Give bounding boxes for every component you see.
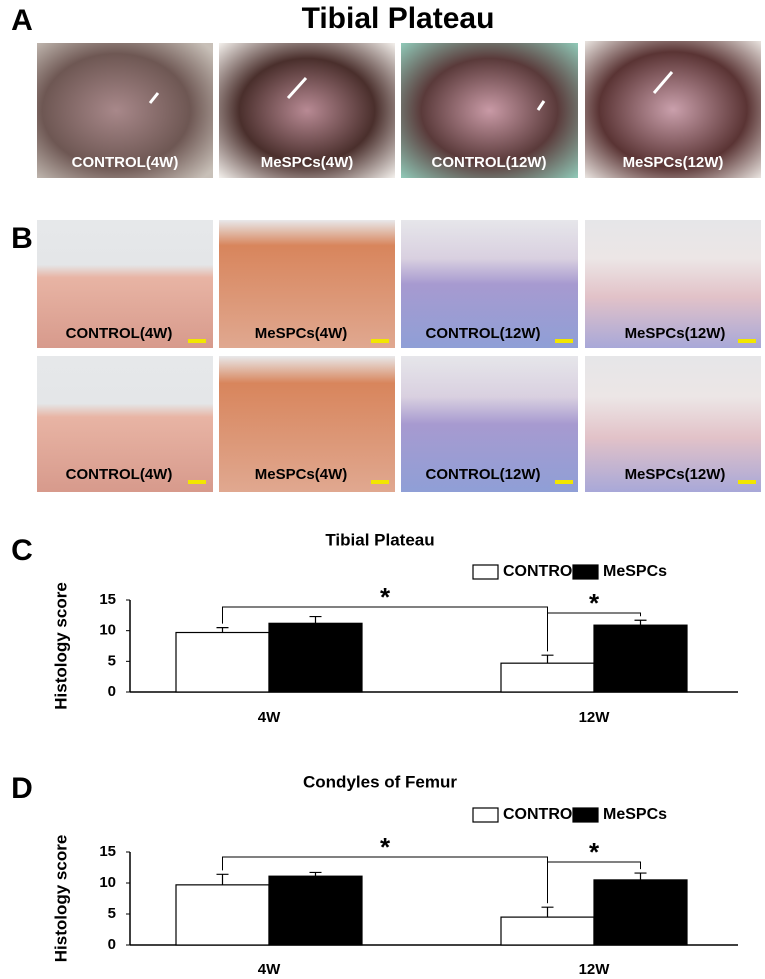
significance-bracket — [547, 861, 641, 904]
photo-label: MeSPCs(12W) — [625, 466, 726, 483]
y-tick-label: 5 — [108, 652, 116, 669]
error-bar — [634, 619, 647, 626]
y-tick-label: 15 — [99, 591, 116, 608]
photo-label: MeSPCs(12W) — [623, 154, 724, 171]
arrows — [148, 71, 674, 111]
bar — [175, 631, 270, 693]
significance-bracket — [547, 612, 641, 652]
x-tick-label: 12W — [579, 961, 611, 978]
error-bar — [309, 871, 322, 877]
x-tick-label: 4W — [258, 709, 281, 726]
photo-label: CONTROL(12W) — [426, 466, 541, 483]
photo-row — [37, 41, 761, 178]
photo-label: MeSPCs(4W) — [255, 325, 348, 342]
bar — [268, 875, 363, 946]
bar — [500, 916, 595, 946]
y-tick-label: 0 — [108, 683, 116, 700]
x-tick-label: 12W — [579, 709, 611, 726]
photo-label: CONTROL(4W) — [66, 466, 173, 483]
photo-label: MeSPCs(4W) — [255, 466, 348, 483]
panel-letter: A — [11, 4, 33, 37]
photo-label: CONTROL(4W) — [66, 325, 173, 342]
y-tick-label: 10 — [99, 874, 116, 891]
annotation: * — [380, 582, 391, 612]
photo-label: MeSPCs(4W) — [261, 154, 354, 171]
panel-letter: B — [11, 222, 33, 255]
chart-title: Tibial Plateau — [325, 530, 434, 549]
bar — [593, 879, 688, 946]
panel-letter: C — [11, 534, 33, 567]
y-tick-label: 10 — [99, 622, 116, 639]
photo-label: MeSPCs(12W) — [625, 325, 726, 342]
bar — [175, 884, 270, 946]
y-axis-label: Histology score — [51, 835, 70, 963]
photo — [219, 43, 395, 178]
photo — [585, 41, 761, 178]
legend-swatch — [572, 564, 599, 580]
histology-grid — [37, 220, 761, 492]
chart-title: Condyles of Femur — [303, 772, 457, 791]
annotation: * — [589, 837, 600, 867]
error-bar — [541, 906, 554, 918]
bar — [268, 622, 363, 693]
bar — [593, 624, 688, 693]
photo-label: CONTROL(12W) — [432, 154, 547, 171]
error-bar — [216, 627, 229, 633]
panel-title: Tibial Plateau — [302, 2, 495, 35]
panel-letter: D — [11, 772, 33, 805]
annotation: * — [380, 832, 391, 862]
y-axis-label: Histology score — [51, 582, 70, 710]
legend-label: MeSPCs — [603, 806, 667, 823]
y-tick-label: 5 — [108, 905, 116, 922]
photo — [401, 43, 578, 178]
legend-label: MeSPCs — [603, 563, 667, 580]
y-tick-label: 0 — [108, 936, 116, 953]
legend-swatch — [572, 807, 599, 823]
error-bar — [634, 872, 647, 880]
photo-label: CONTROL(12W) — [426, 325, 541, 342]
x-tick-label: 4W — [258, 961, 281, 978]
annotation: * — [589, 588, 600, 618]
y-tick-label: 15 — [99, 843, 116, 860]
legend-label: CONTROL — [503, 563, 582, 580]
legend-label: CONTROL — [503, 806, 582, 823]
photo — [37, 43, 213, 178]
error-bar — [216, 873, 229, 885]
error-bar — [309, 615, 322, 624]
legend-swatch — [472, 564, 499, 580]
photo-label: CONTROL(4W) — [72, 154, 179, 171]
error-bar — [541, 654, 554, 664]
legend-swatch — [472, 807, 499, 823]
bar — [500, 662, 595, 693]
